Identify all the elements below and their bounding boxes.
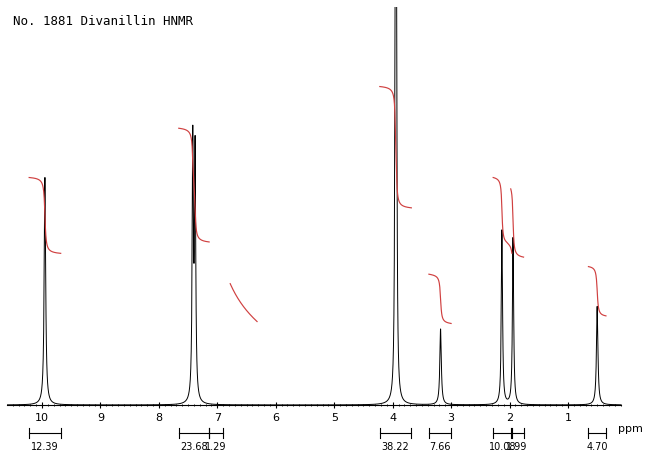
Text: 12.39: 12.39 bbox=[31, 442, 58, 452]
Text: 1.29: 1.29 bbox=[205, 442, 227, 452]
Text: 1.99: 1.99 bbox=[506, 442, 528, 452]
Text: ppm: ppm bbox=[618, 424, 643, 434]
Text: 4.70: 4.70 bbox=[586, 442, 608, 452]
Text: 10.08: 10.08 bbox=[489, 442, 516, 452]
Text: 7.66: 7.66 bbox=[429, 442, 450, 452]
Text: 38.22: 38.22 bbox=[382, 442, 410, 452]
Text: No. 1881 Divanillin HNMR: No. 1881 Divanillin HNMR bbox=[13, 15, 193, 28]
Text: 23.68: 23.68 bbox=[180, 442, 208, 452]
